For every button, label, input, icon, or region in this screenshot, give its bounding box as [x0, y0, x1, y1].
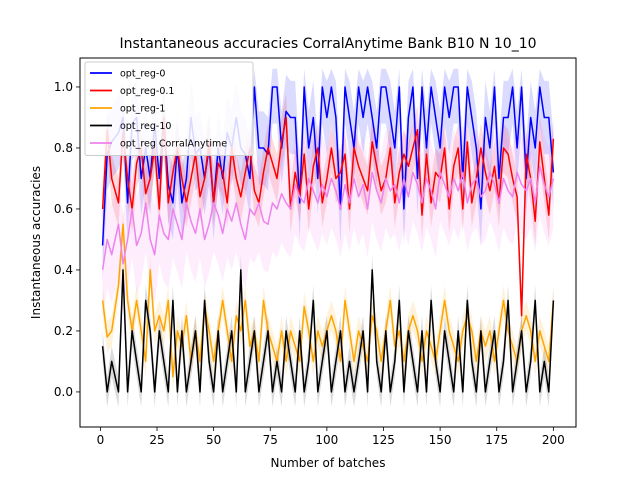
x-tick-label: 100 — [315, 433, 338, 447]
x-tick-label: 175 — [485, 433, 508, 447]
x-tick-label: 150 — [429, 433, 452, 447]
x-axis-ticks: 0 25 50 75 100 125 150 175 200 — [97, 427, 565, 447]
legend-label: opt_reg-1 — [120, 104, 165, 115]
band-4 — [102, 117, 554, 319]
x-tick-label: 200 — [542, 433, 565, 447]
legend-box — [84, 61, 254, 156]
band-0 — [102, 68, 554, 283]
x-axis-label: Number of batches — [271, 456, 386, 470]
series-line-1 — [101, 116, 555, 317]
x-tick-label: 75 — [263, 433, 278, 447]
legend-label: opt_reg-0 — [120, 69, 165, 80]
legend-label: opt_reg-10 — [120, 121, 171, 132]
band-1 — [102, 93, 554, 341]
y-tick-label: 0.2 — [54, 324, 73, 338]
y-axis-ticks: 0.0 0.2 0.4 0.6 0.8 1.0 — [54, 80, 80, 399]
chart-title: Instantaneous accuracies CorralAnytime B… — [119, 36, 536, 52]
x-tick-label: 25 — [149, 433, 164, 447]
series-line-3 — [101, 269, 555, 393]
x-tick-label: 0 — [97, 433, 105, 447]
series-line-4 — [101, 165, 555, 271]
y-tick-label: 0.4 — [54, 263, 73, 277]
legend: opt_reg-0 opt_reg-0.1 opt_reg-1 opt_reg-10o… — [84, 61, 254, 156]
x-tick-label: 125 — [372, 433, 395, 447]
y-tick-label: 1.0 — [54, 80, 73, 94]
x-tick-label: 50 — [206, 433, 221, 447]
y-tick-label: 0.0 — [54, 385, 73, 399]
legend-label: opt_reg-0.1 — [120, 86, 174, 97]
y-tick-label: 0.6 — [54, 202, 73, 216]
y-tick-label: 0.8 — [54, 141, 73, 155]
series-lines — [101, 86, 555, 393]
plot-frame — [79, 57, 577, 428]
series-line-2 — [101, 223, 555, 378]
legend-label: opt_reg CorralAnytime — [120, 139, 227, 150]
series-line-0 — [101, 86, 555, 246]
y-axis-label: Instantaneous accuracies — [29, 166, 43, 319]
